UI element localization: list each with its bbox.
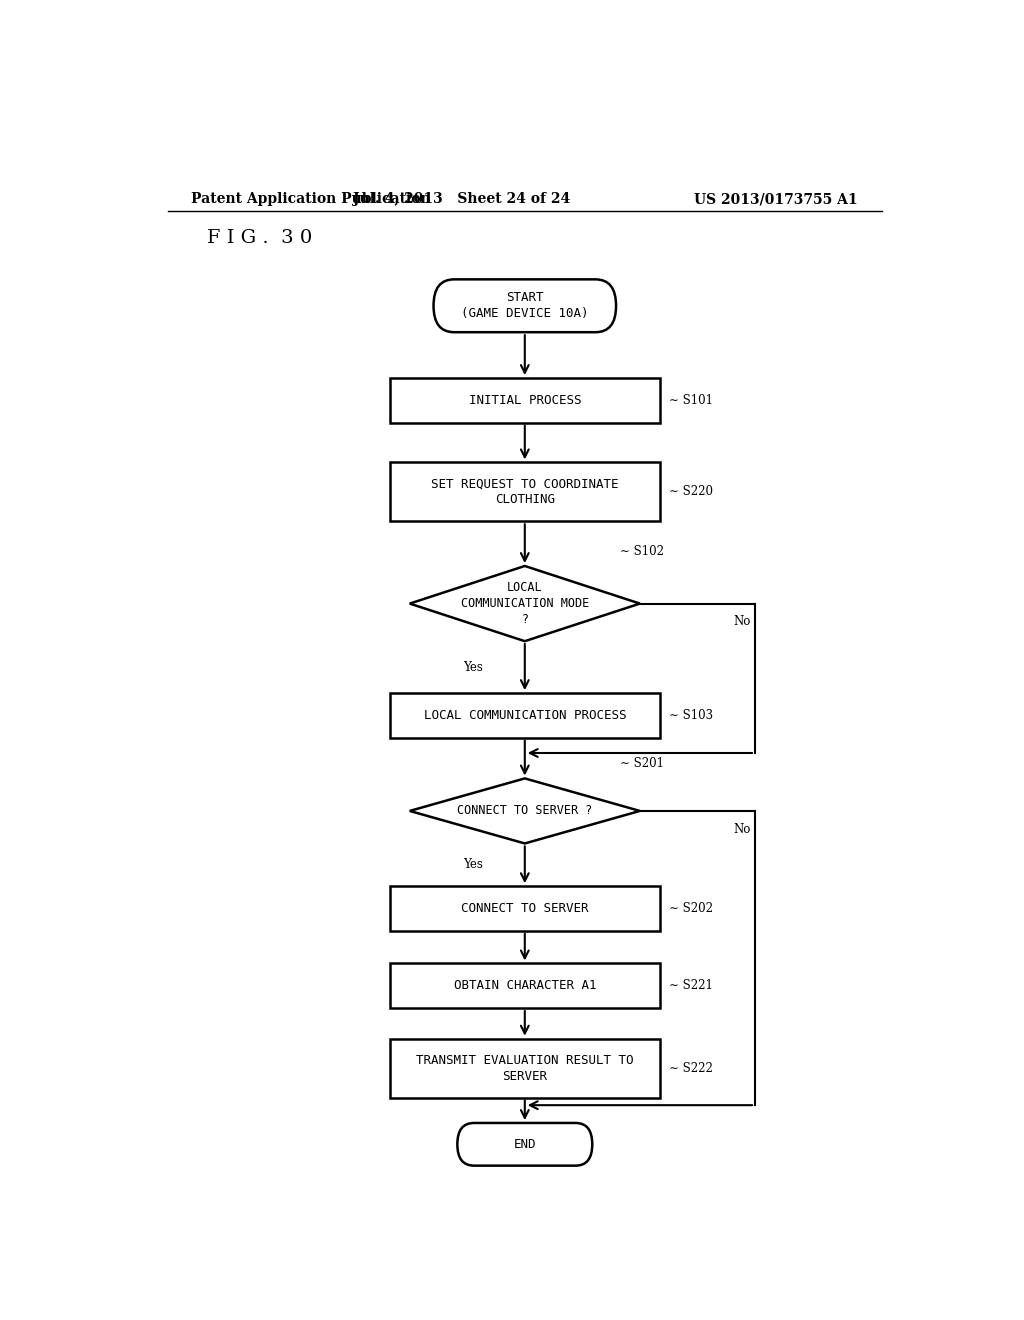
Text: US 2013/0173755 A1: US 2013/0173755 A1 bbox=[694, 191, 858, 206]
Polygon shape bbox=[410, 566, 640, 642]
Text: END: END bbox=[514, 1138, 536, 1151]
Text: No: No bbox=[733, 615, 751, 628]
Text: CONNECT TO SERVER ?: CONNECT TO SERVER ? bbox=[457, 804, 593, 817]
Text: TRANSMIT EVALUATION RESULT TO
SERVER: TRANSMIT EVALUATION RESULT TO SERVER bbox=[416, 1053, 634, 1082]
Text: SET REQUEST TO COORDINATE
CLOTHING: SET REQUEST TO COORDINATE CLOTHING bbox=[431, 478, 618, 507]
Text: ∼ S222: ∼ S222 bbox=[670, 1061, 713, 1074]
Text: Jul. 4, 2013   Sheet 24 of 24: Jul. 4, 2013 Sheet 24 of 24 bbox=[352, 191, 570, 206]
Text: LOCAL
COMMUNICATION MODE
?: LOCAL COMMUNICATION MODE ? bbox=[461, 581, 589, 626]
Bar bbox=[390, 378, 659, 422]
Text: INITIAL PROCESS: INITIAL PROCESS bbox=[469, 393, 581, 407]
FancyBboxPatch shape bbox=[458, 1123, 592, 1166]
Text: OBTAIN CHARACTER A1: OBTAIN CHARACTER A1 bbox=[454, 979, 596, 993]
Bar bbox=[390, 886, 659, 931]
Text: Yes: Yes bbox=[463, 858, 483, 871]
Text: F I G .  3 0: F I G . 3 0 bbox=[207, 228, 312, 247]
Polygon shape bbox=[410, 779, 640, 843]
Text: CONNECT TO SERVER: CONNECT TO SERVER bbox=[461, 902, 589, 915]
Bar bbox=[390, 1039, 659, 1097]
Text: Yes: Yes bbox=[463, 660, 483, 673]
Text: No: No bbox=[733, 822, 751, 836]
Text: Patent Application Publication: Patent Application Publication bbox=[191, 191, 431, 206]
Bar bbox=[390, 964, 659, 1008]
Text: LOCAL COMMUNICATION PROCESS: LOCAL COMMUNICATION PROCESS bbox=[424, 709, 626, 722]
Text: ∼ S103: ∼ S103 bbox=[670, 709, 714, 722]
Text: ∼ S220: ∼ S220 bbox=[670, 486, 714, 498]
Bar bbox=[390, 693, 659, 738]
Text: ∼ S102: ∼ S102 bbox=[620, 545, 664, 558]
Bar bbox=[390, 462, 659, 521]
Text: ∼ S101: ∼ S101 bbox=[670, 393, 714, 407]
Text: ∼ S201: ∼ S201 bbox=[620, 758, 664, 771]
Text: START
(GAME DEVICE 10A): START (GAME DEVICE 10A) bbox=[461, 292, 589, 321]
Text: ∼ S202: ∼ S202 bbox=[670, 902, 714, 915]
Text: ∼ S221: ∼ S221 bbox=[670, 979, 713, 993]
FancyBboxPatch shape bbox=[433, 280, 616, 333]
